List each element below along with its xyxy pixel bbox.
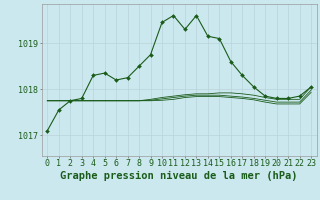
X-axis label: Graphe pression niveau de la mer (hPa): Graphe pression niveau de la mer (hPa) bbox=[60, 171, 298, 181]
